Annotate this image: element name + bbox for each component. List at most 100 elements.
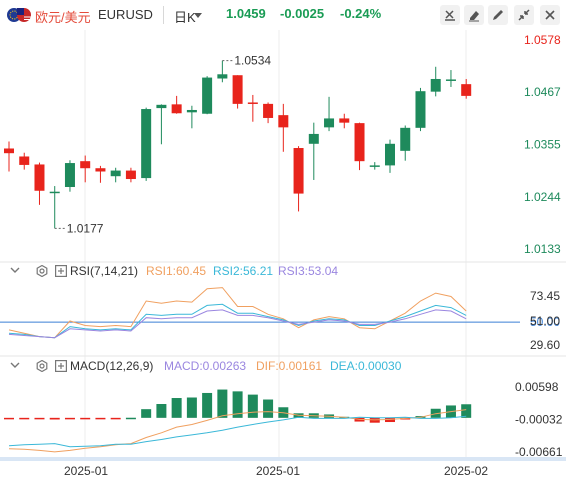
collapse-button[interactable] [514, 5, 534, 25]
collapse-arrow-icon[interactable] [10, 265, 20, 275]
macd-bar [125, 417, 136, 420]
rsi-axis-label: 29.60 [530, 338, 560, 352]
candle-body[interactable] [232, 75, 243, 104]
macd-bar [80, 417, 91, 420]
candle-body[interactable] [125, 170, 136, 180]
macd-bar [141, 409, 152, 418]
candle-body[interactable] [19, 156, 30, 165]
time-axis-label: 2025-01 [64, 464, 108, 478]
eraser-button[interactable] [464, 5, 484, 25]
rsi1-value: RSI1:60.45 [146, 264, 207, 278]
candle-body[interactable] [110, 170, 121, 177]
time-scroll-bar[interactable] [0, 457, 566, 461]
rsi3-value: RSI3:53.04 [278, 264, 339, 278]
gear-icon[interactable] [36, 265, 48, 277]
candle-body[interactable] [80, 161, 91, 169]
macd-bar [461, 404, 472, 418]
macd-bar [385, 417, 395, 423]
candle-body[interactable] [217, 74, 228, 79]
candle-body[interactable] [278, 115, 289, 128]
pair-name: 欧元/美元 [35, 10, 91, 25]
price-change-percent: -0.24% [340, 6, 382, 21]
macd-axis-label: 0.00598 [515, 380, 559, 394]
candle-body[interactable] [430, 78, 441, 92]
candle-body[interactable] [415, 91, 426, 128]
currency-pair-flag-icon [7, 8, 31, 22]
dif-value: DIF:0.00161 [256, 359, 323, 373]
candle-body[interactable] [445, 79, 456, 81]
symbol-code: EURUSD [98, 7, 153, 22]
macd-axis-label: -0.00032 [515, 412, 563, 426]
macd-bar [110, 417, 121, 420]
rsi2-value: RSI2:56.21 [213, 264, 274, 278]
gear-icon[interactable] [36, 360, 48, 372]
macd-bar [263, 399, 274, 418]
macd-bar [202, 392, 213, 418]
candle-body[interactable] [4, 148, 14, 154]
candle-body[interactable] [141, 109, 152, 179]
candle-body[interactable] [263, 103, 274, 118]
pen-button[interactable] [488, 5, 508, 25]
period-selector[interactable]: 日K [174, 10, 196, 25]
macd-axis-label: -0.00661 [515, 445, 563, 459]
draw-tool-button[interactable] [440, 5, 460, 25]
price-axis-label: 1.0578 [524, 33, 561, 47]
macd-bar [156, 404, 167, 418]
candle-body[interactable] [324, 118, 335, 128]
candle-body[interactable] [339, 118, 350, 123]
candle-body[interactable] [49, 191, 60, 194]
price-axis-label: 1.0133 [524, 242, 561, 256]
price-axis-label: 1.0467 [524, 85, 561, 99]
macd-bar [171, 398, 182, 418]
candle-body[interactable] [202, 77, 213, 114]
collapse-arrow-icon[interactable] [10, 360, 20, 370]
macd-panel-header: MACD(12,26,9) MACD:0.00263 DIF:0.00161 D… [0, 357, 566, 375]
time-axis-label: 2025-02 [444, 464, 488, 478]
chart-header: 欧元/美元 EURUSD 日K 1.0459 -0.0025 -0.24% [0, 0, 566, 30]
low-price-annotation: 1.0177 [67, 221, 104, 235]
candle-body[interactable] [369, 165, 380, 167]
eraser-icon [469, 11, 479, 22]
candle-body[interactable] [461, 84, 472, 96]
header-divider [163, 6, 164, 24]
macd-bar [217, 389, 228, 418]
rsi-line-rsi2 [8, 303, 467, 339]
rsi-title: RSI(7,14,21) [70, 264, 139, 278]
rsi-axis-label: 50.00 [530, 315, 560, 329]
macd-bar [34, 417, 45, 420]
add-indicator-icon[interactable] [55, 265, 67, 277]
close-button[interactable] [540, 5, 560, 25]
price-axis-label: 1.0244 [524, 190, 561, 204]
candle-body[interactable] [95, 168, 106, 172]
macd-line-dif [8, 409, 467, 453]
last-price: 1.0459 [226, 6, 266, 21]
candle-body[interactable] [247, 102, 258, 104]
chevron-down-icon[interactable] [194, 13, 202, 18]
candle-body[interactable] [186, 109, 197, 113]
candle-body[interactable] [34, 164, 45, 191]
price-axis-label: 1.0355 [524, 138, 561, 152]
candle-body[interactable] [293, 148, 304, 194]
macd-bar [95, 417, 106, 420]
candle-body[interactable] [171, 104, 182, 114]
collapse-icon [518, 9, 530, 21]
macd-bar [247, 394, 258, 418]
candle-body[interactable] [354, 123, 365, 162]
candle-body[interactable] [385, 143, 395, 166]
candle-body[interactable] [156, 104, 167, 109]
macd-bar [64, 417, 75, 420]
add-indicator-icon[interactable] [55, 360, 67, 372]
high-price-annotation: 1.0534 [234, 54, 271, 68]
rsi-panel-header: RSI(7,14,21) RSI1:60.45 RSI2:56.21 RSI3:… [0, 262, 566, 280]
macd-value: MACD:0.00263 [164, 359, 247, 373]
macd-bar [186, 397, 197, 418]
time-axis-label: 2025-01 [256, 464, 300, 478]
rsi-line-rsi3 [8, 309, 467, 339]
candle-body[interactable] [400, 127, 411, 151]
candle-body[interactable] [64, 163, 75, 188]
pen-icon [493, 10, 503, 20]
rsi-axis-label: 51.00 [530, 314, 560, 328]
macd-bar [232, 391, 243, 418]
candle-body[interactable] [308, 133, 319, 144]
